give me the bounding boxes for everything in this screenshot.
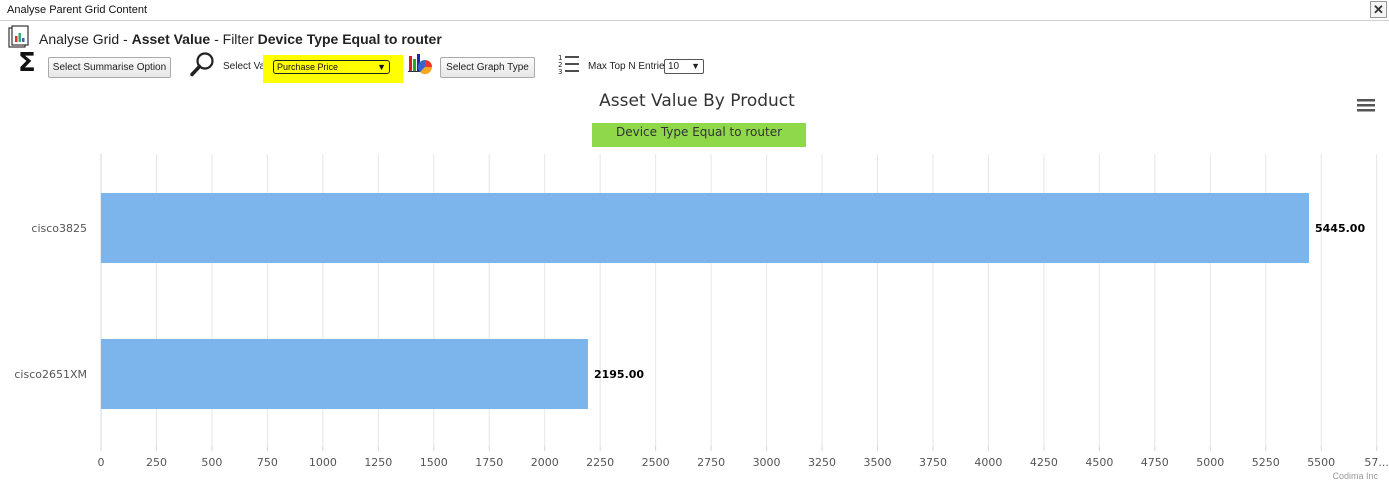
x-tick-label: 4250	[1030, 456, 1058, 469]
bar-chart-icon	[408, 54, 433, 75]
filter-text: Device Type Equal to router	[257, 31, 442, 47]
x-tick-label: 2250	[586, 456, 614, 469]
x-tick-label: 4000	[974, 456, 1002, 469]
x-tick-label: 250	[146, 456, 167, 469]
hamburger-menu-icon[interactable]	[1356, 97, 1376, 113]
max-top-n-selected: 10	[668, 61, 680, 72]
page-title: Analyse Grid - Asset Value - Filter Devi…	[39, 31, 442, 47]
chart-subtitle: Device Type Equal to router	[592, 123, 806, 147]
bar-chart: 0 250 500 750 1000 1250 1500 1750 2000 2250 2500 27…	[14, 154, 1389, 469]
window-titlebar: Analyse Parent Grid Content ✕	[0, 0, 1389, 21]
filter-prefix: - Filter	[210, 31, 258, 47]
chart-title: Asset Value By Product	[599, 91, 795, 111]
x-tick-label: 1750	[475, 456, 503, 469]
x-tick-label: 750	[257, 456, 278, 469]
svg-text:1: 1	[558, 54, 562, 62]
x-tick-label: 5500	[1307, 456, 1335, 469]
window-title: Analyse Parent Grid Content	[7, 4, 148, 16]
grid-name: Asset Value	[131, 31, 211, 47]
x-tick-label: 3750	[919, 456, 947, 469]
x-tick-label: 1250	[364, 456, 392, 469]
svg-text:2: 2	[558, 61, 562, 69]
x-tick-label: 4500	[1085, 456, 1113, 469]
x-tick-label: 0	[98, 456, 105, 469]
x-tick-label: 3500	[863, 456, 891, 469]
data-label: 2195.00	[594, 368, 644, 381]
x-tick-label: 3000	[753, 456, 781, 469]
x-tick-label: 3250	[808, 456, 836, 469]
numbered-list-icon: 1 2 3	[558, 54, 579, 75]
x-tick-label: 5250	[1252, 456, 1280, 469]
chart-credit: Codima Inc	[1332, 471, 1378, 481]
bar	[101, 339, 588, 409]
x-tick-label: 2750	[697, 456, 725, 469]
select-value-selected: Purchase Price	[277, 62, 339, 72]
x-tick-label: 2500	[642, 456, 670, 469]
x-tick-label: 57...	[1364, 456, 1389, 469]
select-value-label: Select Value	[223, 61, 279, 72]
select-graph-type-button[interactable]: Select Graph Type	[440, 57, 535, 78]
sigma-icon: Σ	[18, 48, 36, 78]
chevron-down-icon: ▼	[691, 61, 700, 71]
select-value-dropdown[interactable]: Purchase Price ▼	[273, 60, 390, 74]
grid-report-icon	[8, 25, 29, 48]
bar	[101, 193, 1309, 263]
x-tick-label: 5000	[1196, 456, 1224, 469]
category-label: cisco2651XM	[14, 368, 87, 381]
x-tick-label: 1000	[309, 456, 337, 469]
search-icon	[190, 52, 214, 77]
select-value-highlight	[263, 55, 403, 83]
x-tick-label: 1500	[420, 456, 448, 469]
x-tick-label: 2000	[531, 456, 559, 469]
max-top-n-dropdown[interactable]: 10 ▼	[664, 59, 704, 74]
category-label: cisco3825	[31, 222, 87, 235]
max-top-n-label: Max Top N Entries	[588, 61, 670, 72]
chevron-down-icon: ▼	[377, 62, 386, 72]
x-tick-label: 500	[201, 456, 222, 469]
data-label: 5445.00	[1315, 222, 1365, 235]
x-tick-label: 4750	[1141, 456, 1169, 469]
title-prefix: Analyse Grid -	[39, 31, 132, 47]
svg-text:3: 3	[558, 68, 562, 75]
close-icon[interactable]: ✕	[1370, 1, 1387, 18]
select-summarise-button[interactable]: Select Summarise Option	[48, 57, 171, 78]
